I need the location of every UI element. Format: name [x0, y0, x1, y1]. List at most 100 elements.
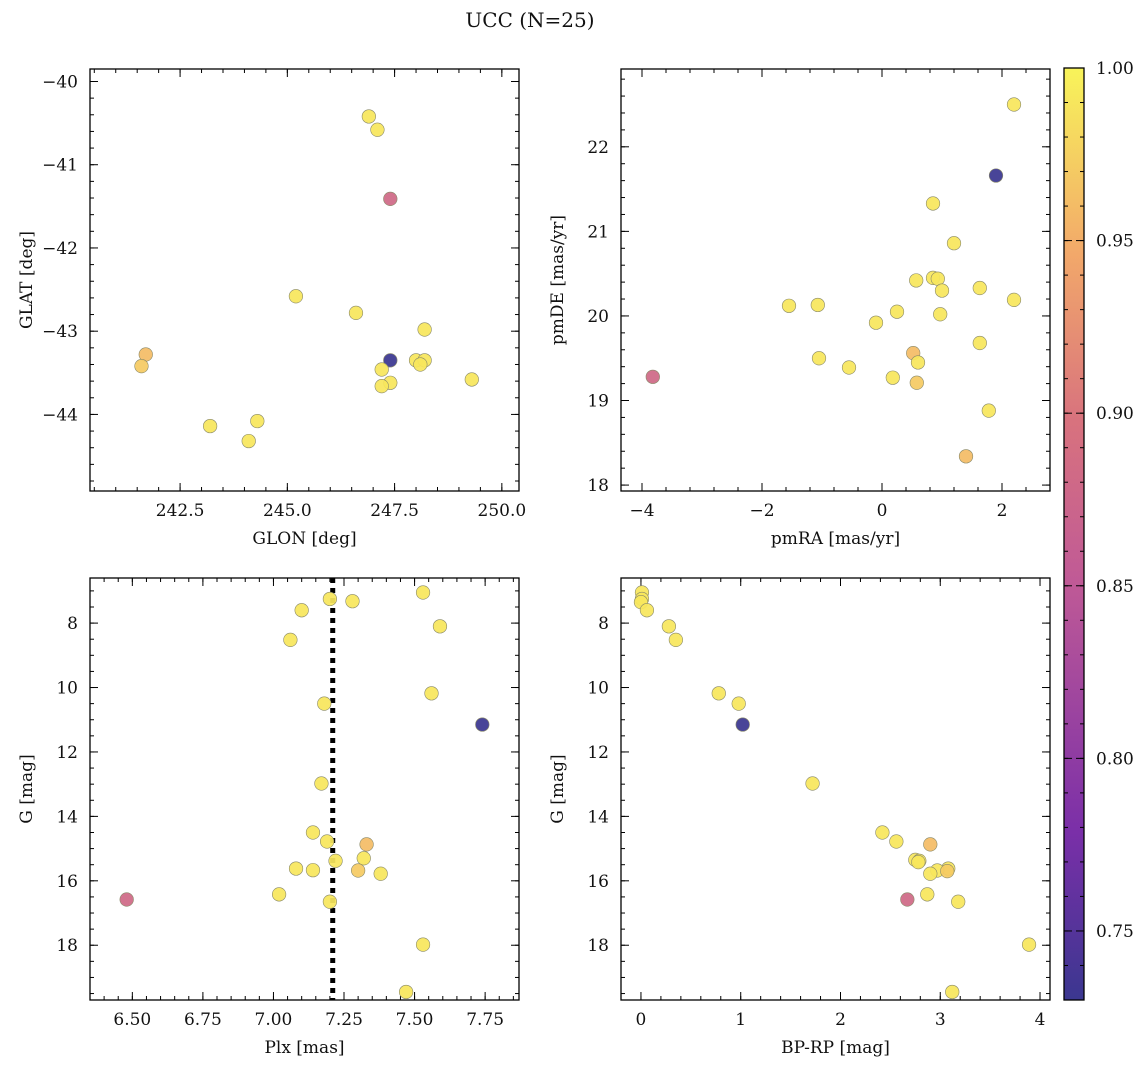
x-axis-label: Plx [mas]	[264, 1038, 344, 1058]
y-tick-label: −41	[42, 156, 78, 176]
y-axis-label: pmDE [mas/yr]	[548, 215, 568, 345]
scatter-point	[925, 196, 941, 211]
y-tick-label: 16	[587, 872, 609, 892]
y-tick-label: −44	[42, 405, 78, 425]
scatter-point	[305, 863, 321, 878]
scatter-point	[271, 887, 287, 902]
colorbar-frame	[1063, 67, 1085, 1001]
scatter-point	[841, 360, 857, 375]
scatter-point	[322, 894, 338, 909]
y-tick-label: 20	[587, 307, 609, 327]
x-tick-label: 2	[835, 1010, 846, 1030]
scatter-point	[735, 717, 750, 732]
y-axis-label: G [mag]	[17, 754, 37, 823]
scatter-point	[909, 375, 924, 390]
x-tick-label: 7.25	[325, 1010, 363, 1030]
scatter-point	[933, 307, 948, 322]
axes-frame	[620, 68, 1051, 492]
scatter-point	[911, 855, 926, 870]
scatter-point	[958, 449, 974, 464]
colorbar-tick-label: 0.85	[1096, 577, 1134, 597]
y-tick-label: 8	[67, 614, 78, 634]
y-tick-label: 19	[587, 392, 609, 412]
scatter-point	[811, 351, 827, 366]
axes-frame	[620, 577, 1051, 1001]
y-tick-label: 18	[587, 936, 609, 956]
scatter-point	[356, 851, 371, 866]
scatter-point	[288, 861, 304, 876]
x-axis-label: pmRA [mas/yr]	[771, 529, 900, 549]
scatter-point	[475, 717, 490, 732]
x-axis-label: GLON [deg]	[252, 529, 356, 549]
scatter-point	[875, 825, 890, 840]
scatter-point	[417, 322, 432, 337]
scatter-point	[781, 298, 797, 313]
scatter-point	[322, 591, 338, 607]
x-tick-label: 6.75	[184, 1010, 222, 1030]
axes-frame	[89, 577, 520, 1001]
scatter-point	[711, 686, 726, 701]
scatter-point	[923, 837, 938, 852]
x-tick-label: 7.50	[396, 1010, 434, 1030]
y-tick-label: −43	[42, 322, 78, 342]
scatter-point	[415, 937, 431, 952]
scatter-point	[805, 776, 820, 791]
scatter-point	[900, 892, 915, 907]
scatter-point	[359, 837, 374, 852]
y-tick-label: 8	[598, 614, 609, 634]
scatter-point	[464, 372, 479, 387]
scatter-point	[351, 863, 366, 878]
x-tick-label: 3	[935, 1010, 946, 1030]
y-tick-label: 10	[587, 679, 609, 699]
scatter-point	[250, 413, 265, 429]
y-axis-label: GLAT [deg]	[17, 231, 37, 329]
scatter-point	[283, 632, 298, 647]
scatter-point	[288, 289, 304, 304]
colorbar-tick-label: 1.00	[1096, 59, 1134, 79]
scatter-point	[1021, 937, 1037, 952]
y-tick-label: −42	[42, 239, 78, 259]
x-tick-label: 7.75	[466, 1010, 504, 1030]
scatter-point	[319, 834, 335, 849]
y-tick-label: 12	[587, 743, 609, 763]
colorbar-tick-label: 0.95	[1096, 232, 1134, 252]
x-tick-label: 1	[735, 1010, 746, 1030]
y-tick-label: 21	[587, 222, 609, 242]
y-tick-label: 14	[56, 807, 78, 827]
colorbar-tick-label: 0.80	[1096, 749, 1134, 769]
colorbar-tick-label: 0.75	[1096, 922, 1134, 942]
scatter-point	[661, 619, 676, 634]
colorbar-tick-label: 0.90	[1096, 404, 1134, 424]
scatter-point	[345, 594, 360, 609]
scatter-point	[373, 866, 388, 881]
x-tick-label: −4	[629, 501, 654, 521]
scatter-point	[940, 864, 955, 879]
scatter-point	[383, 191, 398, 206]
y-tick-label: 10	[56, 679, 78, 699]
scatter-point	[413, 357, 428, 372]
scatter-point	[951, 894, 966, 909]
panel-glon-glat: 242.5 245.0 247.5 250.0 −40 −41 −42 −43 −44 GLON …	[17, 68, 526, 549]
scatter-point	[1006, 292, 1022, 307]
scatter-point	[294, 603, 309, 618]
scatter-point	[923, 866, 938, 881]
y-tick-label: 14	[587, 807, 609, 827]
scatter-point	[972, 335, 987, 351]
y-tick-label: 16	[56, 872, 78, 892]
scatter-point	[731, 696, 746, 711]
scatter-point	[370, 122, 385, 137]
x-tick-label: 7.00	[255, 1010, 293, 1030]
scatter-point	[946, 236, 962, 251]
y-tick-label: 12	[56, 743, 78, 763]
scatter-point	[383, 353, 398, 368]
scatter-point	[1006, 97, 1022, 112]
panel-plx-g: 6.50 6.75 7.00 7.25 7.50 7.75 8 10 12 14 16 18 Plx […	[17, 577, 520, 1058]
scatter-point	[988, 168, 1004, 183]
scatter-point	[415, 585, 431, 600]
x-tick-label: 2	[997, 501, 1008, 521]
x-tick-label: 0	[636, 1010, 647, 1030]
scatter-point	[668, 632, 683, 647]
scatter-point	[930, 271, 945, 286]
